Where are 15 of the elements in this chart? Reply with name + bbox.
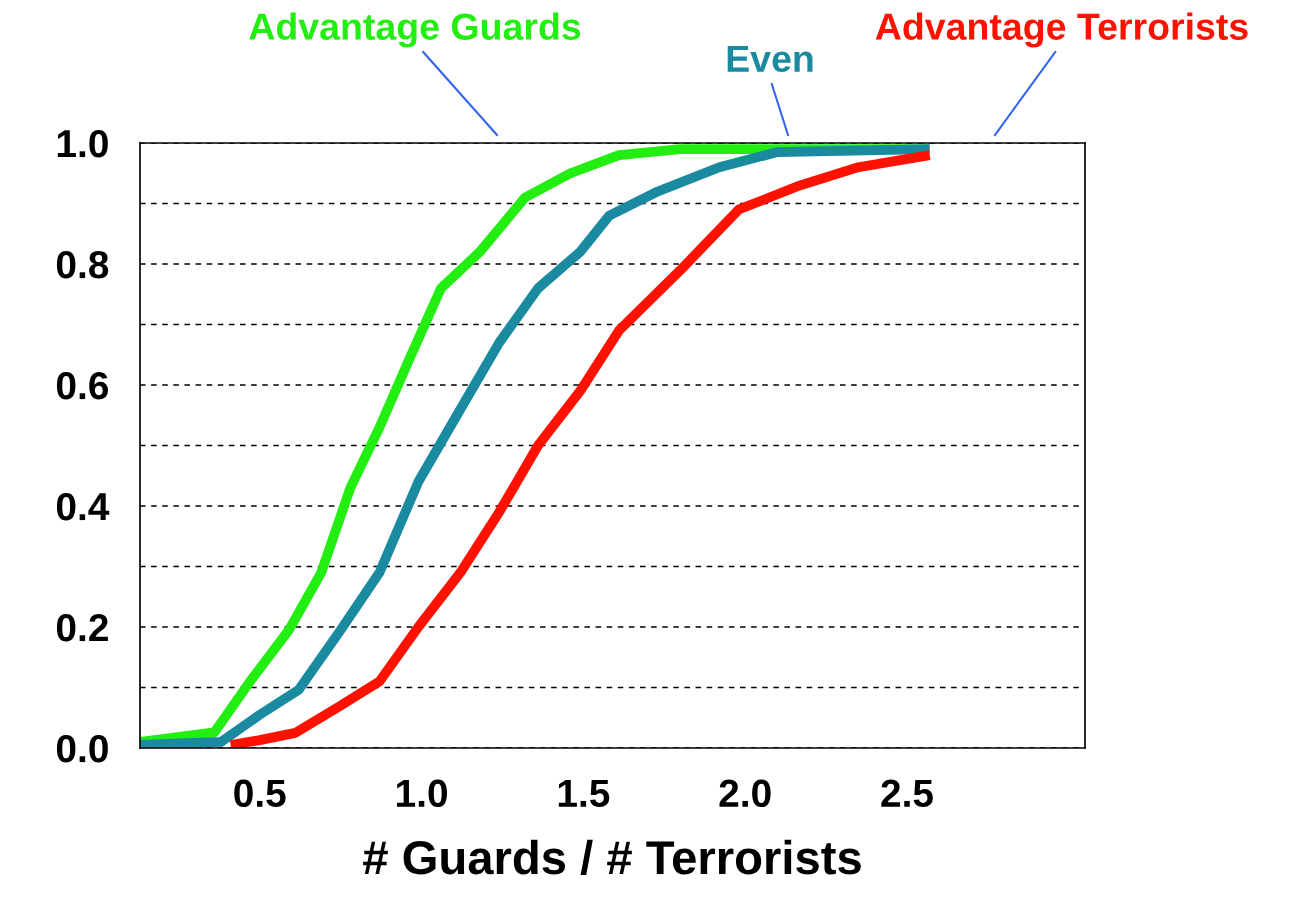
y-tick-label: 1.0	[57, 129, 108, 158]
x-tick-label: 2.0	[719, 779, 771, 808]
x-axis-title: # Guards / # Terrorists	[363, 839, 861, 875]
x-tick-label: 1.0	[396, 779, 447, 808]
text: Advantage Terrorists	[875, 12, 1248, 48]
y-tick-label: 0.2	[56, 613, 108, 642]
y-tick-label: 0.0	[56, 734, 108, 763]
text: Advantage Guards	[249, 12, 581, 48]
x-tick-label: 2.5	[881, 779, 933, 808]
y-tick-label: 0.4	[56, 492, 110, 521]
text: Even	[727, 45, 813, 73]
y-tick-label: 0.6	[56, 371, 109, 400]
x-tick-label: 1.5	[558, 779, 610, 808]
x-tick-label: 0.5	[234, 779, 286, 808]
y-tick-label: 0.8	[56, 250, 109, 279]
